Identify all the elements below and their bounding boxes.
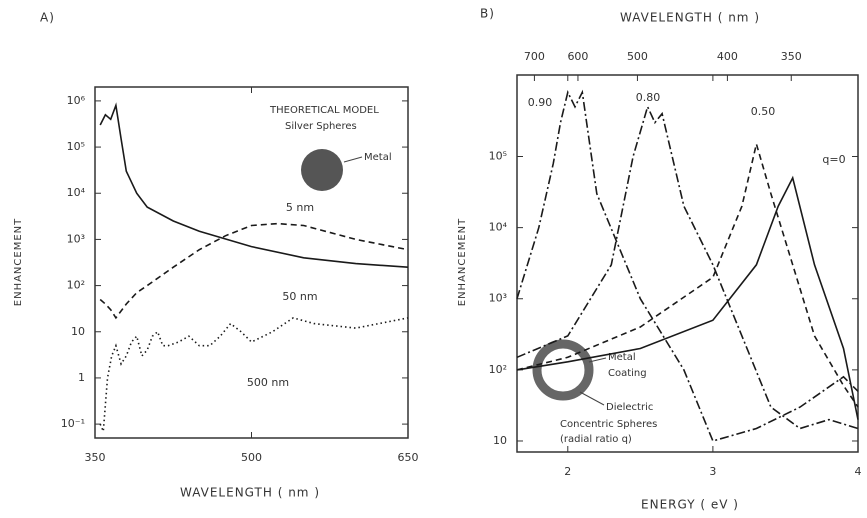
panel-label: B) xyxy=(480,7,495,21)
series-line xyxy=(516,175,859,420)
y-tick-label: 10⁴ xyxy=(489,221,508,234)
y-tick-label: 10³ xyxy=(67,232,85,245)
series-line xyxy=(99,222,409,320)
series-label: 5 nm xyxy=(286,201,314,214)
annotation: Concentric Spheres xyxy=(560,419,657,430)
top-tick-label: 400 xyxy=(717,50,738,63)
x-axis-label: WAVELENGTH ( nm ) xyxy=(180,486,320,500)
pointer xyxy=(588,357,607,363)
x-tick-label: 4 xyxy=(855,465,862,478)
series-label: q=0 xyxy=(822,153,845,166)
pointer xyxy=(343,156,363,163)
plot-frame xyxy=(516,74,859,453)
annotation: Metal xyxy=(364,152,392,163)
panel-label: A) xyxy=(40,11,55,25)
x-tick-label: 350 xyxy=(85,451,106,464)
x-tick-label: 2 xyxy=(564,465,571,478)
y-tick-label: 10⁻¹ xyxy=(61,417,85,430)
annotation: Metal xyxy=(608,352,636,363)
top-tick-label: 700 xyxy=(524,50,545,63)
x-tick-label: 500 xyxy=(241,451,262,464)
y-tick-label: 10 xyxy=(493,434,507,447)
y-axis-label: ENHANCEMENT xyxy=(457,218,468,306)
x-tick-label: 650 xyxy=(398,451,419,464)
x-axis-label: ENERGY ( eV ) xyxy=(641,498,739,512)
annotation: Dielectric xyxy=(606,402,653,413)
series-label: 500 nm xyxy=(247,376,289,389)
pointer xyxy=(579,391,605,406)
y-tick-label: 10³ xyxy=(489,292,507,305)
series-label: 0.80 xyxy=(636,91,661,104)
annotation: Coating xyxy=(608,368,647,379)
annotation: THEORETICAL MODEL xyxy=(269,105,379,116)
series-label: 0.90 xyxy=(528,96,553,109)
metal-sphere-icon xyxy=(301,149,343,191)
y-tick-label: 10² xyxy=(67,279,85,292)
coated-sphere-icon xyxy=(532,339,594,401)
y-tick-label: 10² xyxy=(489,363,507,376)
series-line xyxy=(516,89,859,442)
annotation: Silver Spheres xyxy=(285,121,357,132)
y-tick-label: 10 xyxy=(71,325,85,338)
annotation: (radial ratio q) xyxy=(560,434,632,445)
y-tick-label: 10⁵ xyxy=(67,140,85,153)
y-axis-label: ENHANCEMENT xyxy=(13,218,24,306)
series-line xyxy=(516,104,859,430)
y-tick-label: 10⁶ xyxy=(67,94,86,107)
series-label: 0.50 xyxy=(751,105,776,118)
y-tick-label: 10⁴ xyxy=(67,186,86,199)
top-tick-label: 600 xyxy=(567,50,588,63)
x-tick-label: 3 xyxy=(709,465,716,478)
top-tick-label: 350 xyxy=(781,50,802,63)
series-line xyxy=(99,317,409,432)
y-tick-label: 10⁵ xyxy=(489,150,507,163)
top-axis-label: WAVELENGTH ( nm ) xyxy=(620,11,760,25)
series-line xyxy=(516,140,859,408)
series-line xyxy=(99,102,409,268)
top-tick-label: 500 xyxy=(627,50,648,63)
y-tick-label: 1 xyxy=(78,371,85,384)
series-label: 50 nm xyxy=(282,290,317,303)
